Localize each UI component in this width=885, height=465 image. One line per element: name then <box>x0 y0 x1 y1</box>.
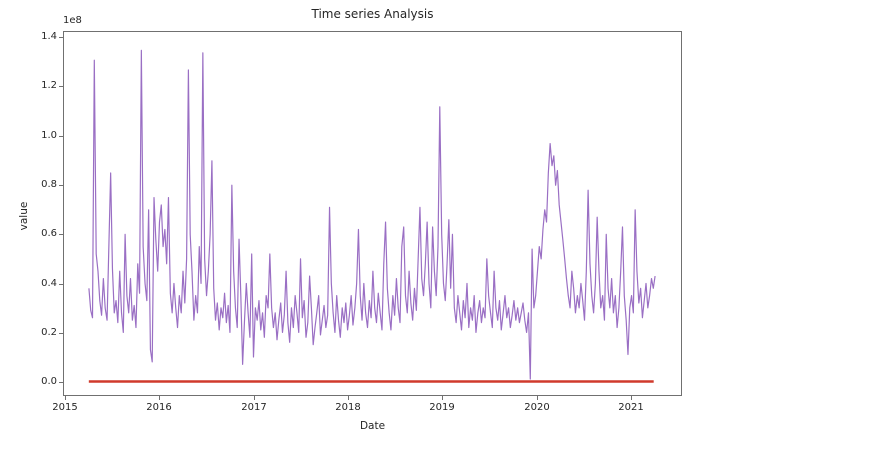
x-axis-label: Date <box>359 420 386 432</box>
x-tick-mark <box>348 396 349 400</box>
x-tick-mark <box>442 396 443 400</box>
series-value <box>88 49 656 380</box>
y-tick-mark <box>59 234 63 235</box>
y-tick-mark <box>59 185 63 186</box>
y-tick-label: 0.4 <box>41 278 57 289</box>
y-tick-mark <box>59 333 63 334</box>
x-tick-mark <box>159 396 160 400</box>
y-tick-label: 1.0 <box>41 130 57 141</box>
x-tick-label: 2021 <box>618 402 644 413</box>
x-tick-label: 2019 <box>429 402 455 413</box>
x-tick-mark <box>631 396 632 400</box>
x-tick-label: 2018 <box>335 402 361 413</box>
y-tick-label: 0.6 <box>41 228 57 239</box>
y-tick-mark <box>59 382 63 383</box>
x-tick-label: 2017 <box>241 402 267 413</box>
x-tick-mark <box>254 396 255 400</box>
x-tick-label: 2015 <box>52 402 78 413</box>
y-axis-label: value <box>18 201 30 231</box>
x-tick-mark <box>537 396 538 400</box>
y-tick-mark <box>59 284 63 285</box>
y-tick-mark <box>59 86 63 87</box>
y-tick-mark <box>59 37 63 38</box>
y-tick-label: 1.4 <box>41 31 57 42</box>
x-tick-mark <box>65 396 66 400</box>
y-tick-label: 1.2 <box>41 80 57 91</box>
y-tick-label: 0.8 <box>41 179 57 190</box>
x-tick-label: 2020 <box>524 402 550 413</box>
plot-area <box>63 31 682 396</box>
y-tick-label: 0.2 <box>41 327 57 338</box>
x-tick-label: 2016 <box>146 402 172 413</box>
plot-svg <box>88 49 656 383</box>
y-axis-offset-label: 1e8 <box>63 15 82 26</box>
y-tick-label: 0.0 <box>41 376 57 387</box>
y-tick-mark <box>59 136 63 137</box>
chart-title: Time series Analysis <box>311 7 434 21</box>
